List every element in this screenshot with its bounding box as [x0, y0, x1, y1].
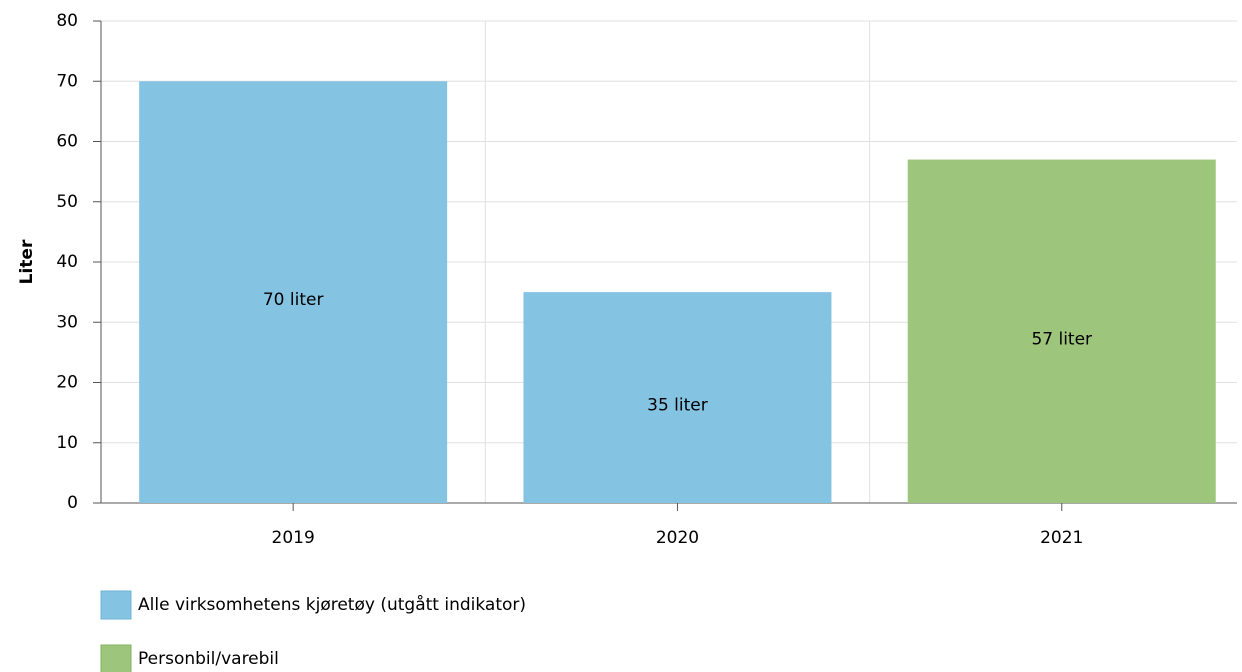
y-tick-label: 80	[56, 11, 78, 31]
data-label: 35 liter	[647, 396, 708, 416]
legend-label: Personbil/varebil	[138, 649, 279, 669]
legend-swatch	[100, 590, 132, 620]
y-tick-label: 30	[56, 312, 78, 332]
data-label: 70 liter	[263, 290, 324, 310]
y-tick-label: 0	[67, 493, 78, 513]
y-tick-label: 20	[56, 373, 78, 393]
y-tick-label: 70	[56, 71, 78, 91]
y-tick-label: 50	[56, 192, 78, 212]
x-tick-label: 2019	[272, 528, 315, 548]
data-label: 57 liter	[1031, 329, 1092, 349]
y-tick-label: 60	[56, 132, 78, 152]
y-tick-label: 40	[56, 252, 78, 272]
bar	[523, 292, 832, 503]
x-tick-label: 2021	[1040, 528, 1083, 548]
bar	[139, 81, 448, 503]
x-tick-label: 2020	[656, 528, 699, 548]
y-tick-label: 10	[56, 433, 78, 453]
legend-label: Alle virksomhetens kjøretøy (utgått indi…	[138, 594, 526, 615]
legend-swatch	[100, 644, 132, 672]
y-axis-title: Liter	[17, 239, 37, 284]
bar	[907, 159, 1216, 503]
